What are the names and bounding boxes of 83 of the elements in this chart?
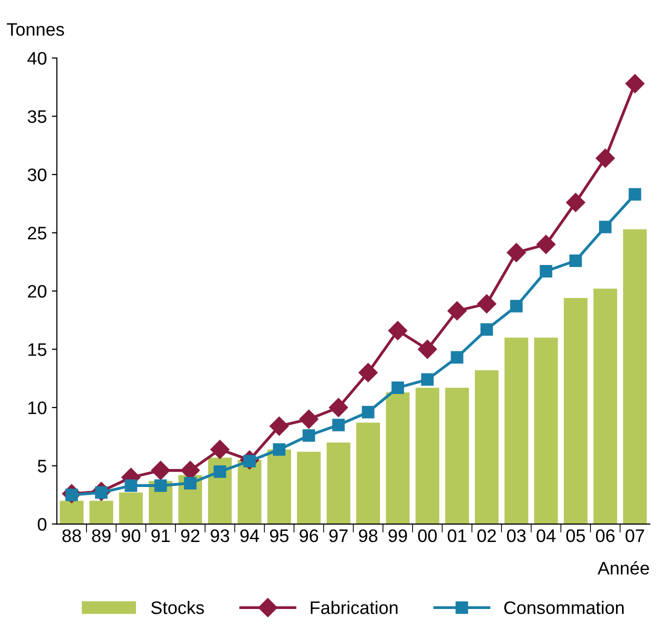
bar (445, 388, 469, 524)
point (392, 381, 404, 394)
x-tick-label: 07 (626, 529, 644, 542)
bar (623, 229, 647, 524)
bar (504, 338, 528, 524)
point (418, 340, 437, 359)
point (540, 264, 552, 278)
x-tick-label: 04 (536, 529, 556, 542)
x-tick-label: 01 (448, 529, 466, 542)
x-tick-label: 94 (240, 529, 260, 542)
y-tick-label: 35 (28, 110, 46, 123)
bar (60, 500, 84, 524)
x-tick-label: 03 (507, 529, 526, 542)
x-tick-label: 96 (300, 529, 318, 542)
bar (89, 500, 114, 524)
bar (534, 338, 558, 524)
x-tick-label: 89 (92, 529, 110, 542)
point (510, 300, 523, 312)
y-tick-label: 25 (28, 226, 46, 240)
x-tick-label: 92 (181, 529, 200, 542)
bar (238, 460, 262, 524)
y-axis-title: Tonnes (6, 23, 64, 36)
point (569, 254, 582, 267)
x-tick-label: 97 (329, 529, 348, 542)
point (536, 234, 556, 254)
x-tick-label: 00 (418, 529, 437, 542)
y-tick-label: 0 (38, 518, 46, 531)
point (599, 220, 612, 234)
point (124, 479, 138, 492)
y-tick-label: 15 (28, 343, 46, 356)
y-tick-label: 20 (28, 284, 46, 298)
point (506, 243, 526, 262)
point (566, 192, 586, 212)
point (480, 323, 493, 336)
x-axis-title: Année (598, 561, 649, 575)
point (388, 321, 408, 340)
y-tick-label: 5 (38, 460, 46, 472)
x-tick-label: 98 (358, 529, 378, 542)
x-tick-label: 06 (596, 529, 615, 542)
bar (356, 422, 380, 524)
point (628, 188, 642, 201)
x-tick-label: 95 (270, 529, 288, 542)
bar (296, 452, 321, 524)
point (596, 148, 615, 168)
bar (119, 492, 143, 524)
bar (564, 298, 588, 524)
point (328, 398, 348, 418)
x-tick-label: 88 (62, 529, 81, 542)
point (448, 301, 467, 320)
point (184, 476, 197, 490)
bar (267, 449, 292, 524)
bar (474, 370, 499, 524)
y-tick-label: 30 (28, 168, 46, 182)
y-tick-label: 10 (28, 401, 46, 414)
bar (416, 388, 440, 524)
x-tick-label: 90 (122, 529, 140, 542)
x-tick-label: 02 (477, 529, 496, 542)
bar (593, 288, 618, 524)
y-tick-label: 40 (27, 52, 46, 65)
point (270, 416, 289, 436)
point (151, 460, 170, 480)
point (210, 440, 230, 459)
x-tick-label: 99 (388, 529, 407, 542)
bar (326, 442, 350, 524)
point (214, 465, 226, 478)
point (358, 363, 378, 382)
legend-label: Consommation (504, 600, 624, 614)
point (154, 479, 167, 492)
point (362, 406, 374, 418)
x-tick-label: 05 (566, 529, 585, 542)
point (477, 294, 496, 314)
point (421, 373, 434, 386)
x-tick-label: 93 (210, 529, 230, 542)
point (450, 351, 464, 364)
point (332, 418, 345, 432)
point (625, 74, 644, 94)
point (272, 443, 286, 456)
bar (386, 392, 410, 524)
point (302, 429, 316, 442)
x-tick-label: 91 (151, 529, 170, 542)
legend-label: Stocks (151, 600, 204, 614)
legend-label: Fabrication (310, 600, 398, 614)
point (299, 410, 318, 429)
